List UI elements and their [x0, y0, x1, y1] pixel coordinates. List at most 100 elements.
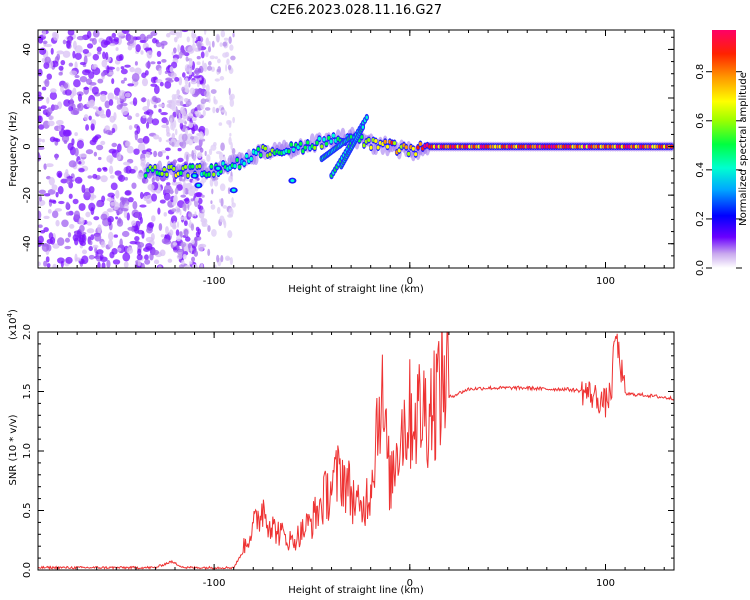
- noise-speckle: [196, 55, 201, 60]
- noise-speckle: [139, 40, 147, 44]
- noise-speckle: [46, 263, 51, 268]
- noise-speckle: [174, 128, 178, 136]
- noise-speckle: [218, 122, 223, 126]
- noise-speckle: [227, 64, 232, 71]
- noise-speckle: [164, 80, 172, 89]
- noise-speckle: [52, 31, 59, 41]
- noise-speckle: [124, 92, 131, 98]
- noise-speckle: [67, 232, 72, 238]
- noise-speckle: [174, 206, 180, 214]
- noise-speckle: [219, 183, 226, 192]
- noise-speckle: [228, 87, 231, 96]
- noise-speckle: [92, 30, 100, 38]
- noise-speckle: [117, 32, 125, 37]
- noise-speckle: [134, 131, 139, 141]
- noise-speckle: [189, 260, 193, 265]
- noise-speckle: [74, 52, 82, 60]
- spectrogram-ylabel: Frequency (Hz): [8, 111, 19, 187]
- noise-speckle: [197, 197, 203, 205]
- noise-speckle: [114, 95, 119, 100]
- noise-speckle: [228, 175, 234, 183]
- noise-speckle: [220, 255, 224, 263]
- spec-ytick-label: 0: [22, 143, 33, 149]
- noise-speckle: [203, 30, 207, 35]
- noise-speckle: [179, 30, 183, 38]
- noise-speckle: [38, 146, 45, 150]
- isolated-blob-core: [216, 166, 221, 170]
- noise-speckle: [171, 51, 174, 56]
- noise-speckle: [38, 224, 43, 229]
- noise-speckle: [58, 200, 65, 205]
- track-core: [256, 147, 260, 152]
- spectrogram-xlabel: Height of straight line (km): [288, 284, 424, 295]
- noise-speckle: [157, 151, 163, 158]
- noise-speckle: [38, 111, 41, 116]
- spectrogram-ticks: -100 0 100 -40 -20 0 20 40: [22, 30, 674, 287]
- snr-ytick-label: 0.5: [22, 503, 33, 519]
- noise-speckle: [181, 259, 185, 266]
- noise-speckle: [168, 229, 174, 237]
- noise-speckle: [123, 261, 129, 268]
- noise-speckle: [72, 234, 79, 242]
- noise-speckle: [120, 66, 125, 70]
- noise-speckle: [230, 93, 235, 100]
- noise-speckle: [44, 56, 51, 64]
- noise-speckle: [132, 97, 138, 107]
- track-core: [315, 140, 319, 145]
- track-core: [287, 149, 291, 154]
- noise-speckle: [108, 71, 114, 76]
- noise-speckle: [73, 210, 81, 220]
- noise-speckle: [88, 246, 93, 252]
- noise-speckle: [210, 200, 213, 205]
- noise-speckle: [133, 148, 140, 155]
- noise-speckle: [147, 183, 155, 191]
- noise-speckle: [179, 100, 184, 107]
- noise-speckle: [180, 194, 187, 198]
- track-core: [397, 148, 401, 153]
- noise-speckle: [111, 142, 118, 148]
- noise-speckle: [124, 64, 131, 68]
- noise-speckle: [78, 161, 82, 165]
- noise-speckle: [120, 208, 129, 212]
- noise-speckle: [214, 78, 220, 82]
- noise-speckle: [81, 249, 88, 255]
- noise-speckle: [184, 121, 187, 125]
- noise-speckle: [148, 112, 153, 118]
- noise-speckle: [72, 87, 77, 97]
- noise-speckle: [213, 99, 218, 105]
- noise-speckle: [120, 79, 125, 84]
- noise-speckle: [89, 240, 93, 246]
- noise-speckle: [141, 78, 149, 87]
- noise-speckle: [108, 99, 114, 106]
- track-core: [301, 149, 305, 154]
- noise-speckle: [96, 144, 104, 151]
- noise-speckle: [194, 211, 197, 217]
- colorbar-ticks: 0.0 0.2 0.4 0.6 0.8: [695, 64, 742, 276]
- noise-speckle: [137, 143, 146, 152]
- noise-speckle: [86, 30, 92, 39]
- noise-speckle: [39, 195, 43, 202]
- noise-speckle: [78, 203, 86, 211]
- noise-speckle: [127, 34, 135, 44]
- noise-speckle: [214, 179, 219, 187]
- noise-speckle: [177, 44, 180, 53]
- noise-speckle: [191, 239, 195, 245]
- noise-speckle: [219, 42, 223, 47]
- noise-speckle: [183, 220, 188, 227]
- noise-speckle: [88, 81, 97, 86]
- noise-speckle: [178, 264, 185, 268]
- colorbar-tick-label: 0.8: [695, 64, 706, 80]
- noise-speckle: [106, 197, 114, 202]
- noise-speckle: [38, 261, 41, 267]
- noise-speckle: [175, 142, 180, 147]
- noise-speckle: [202, 84, 206, 89]
- noise-speckle: [49, 236, 56, 245]
- spec-ytick-label: -20: [22, 187, 33, 203]
- noise-speckle: [206, 154, 211, 162]
- track-core: [322, 137, 326, 142]
- noise-speckle: [173, 47, 177, 54]
- noise-speckle: [207, 225, 211, 233]
- noise-speckle: [87, 43, 94, 49]
- noise-speckle: [70, 109, 79, 116]
- noise-speckle: [165, 226, 169, 235]
